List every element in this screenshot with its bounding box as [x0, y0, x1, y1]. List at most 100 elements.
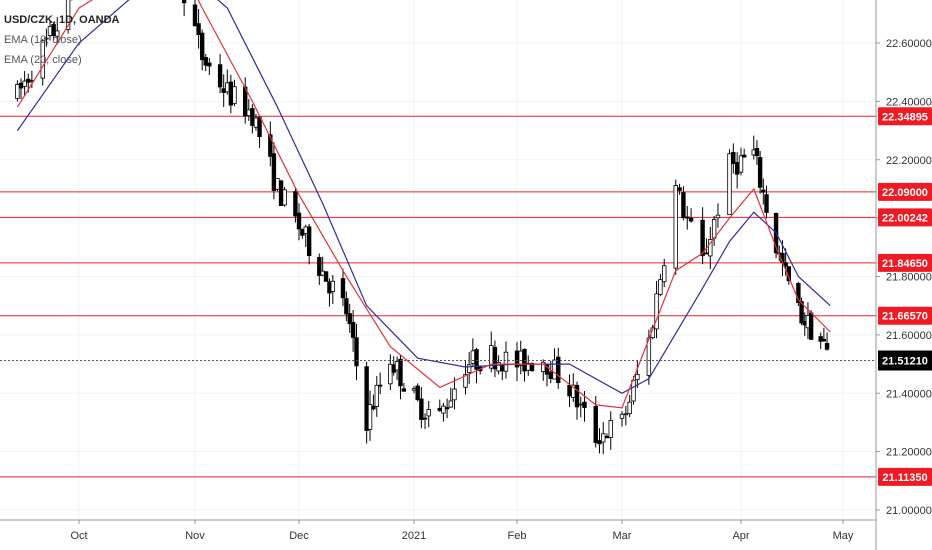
- x-tick-label: Nov: [185, 530, 205, 542]
- x-tick-label: Oct: [70, 530, 87, 542]
- ema10-line: [16, 0, 831, 409]
- y-tick-label: 21.40000: [886, 388, 932, 400]
- candle-bear: [354, 337, 359, 367]
- last-price-badge: [878, 350, 932, 371]
- level-badge: [878, 306, 932, 325]
- candle-bull: [578, 403, 583, 406]
- candle-bear: [221, 88, 226, 93]
- candle-bear: [401, 388, 407, 392]
- candle-bull: [22, 80, 27, 87]
- candle-bull: [673, 185, 678, 269]
- candle-bear: [731, 151, 736, 164]
- candles: [15, 0, 830, 455]
- candle-bear: [500, 364, 505, 372]
- candle-bull: [282, 189, 287, 206]
- candle-bear: [796, 282, 801, 303]
- candle-bull: [552, 359, 557, 380]
- candle-bear: [437, 407, 442, 411]
- candle-bull: [662, 265, 667, 283]
- candle-bull: [738, 155, 744, 173]
- symbol-line: USD/CZK, 1D, OANDA: [4, 14, 120, 26]
- candle-bear: [398, 358, 403, 387]
- price-badges: 22.34895 22.09000 22.00242 21.84650 21.66570…: [878, 107, 932, 486]
- chart-legend: USD/CZK, 1D, OANDA EMA (10, close) EMA (…: [4, 10, 120, 70]
- candle-bull: [635, 373, 640, 381]
- candle-bear: [181, 0, 187, 4]
- candle-bull: [619, 413, 625, 419]
- candle-bear: [199, 32, 205, 61]
- x-tick-label: 2021: [402, 530, 426, 542]
- candle-bear: [593, 406, 598, 444]
- candle-bull: [15, 84, 20, 99]
- ema10-legend: EMA (10, close): [4, 34, 82, 46]
- candle-bear: [704, 252, 709, 255]
- y-tick-label: 22.40000: [886, 96, 932, 108]
- candle-bear: [228, 81, 234, 106]
- candle-bull: [518, 350, 523, 366]
- candle-bull: [40, 40, 45, 79]
- ema-lines: [16, 0, 831, 409]
- candle-bull: [608, 420, 613, 438]
- candle-bear: [293, 191, 298, 217]
- candle-bear: [681, 192, 686, 218]
- candle-bull: [727, 153, 732, 216]
- candle-bull: [275, 178, 280, 190]
- candle-bear: [296, 212, 302, 230]
- candle-bull: [225, 82, 230, 93]
- x-tick-label: Dec: [289, 530, 309, 542]
- candle-bear: [415, 385, 420, 401]
- candle-bull: [426, 409, 431, 417]
- candle-bear: [474, 349, 479, 370]
- candle-bull: [623, 413, 629, 416]
- candle-bear: [444, 407, 450, 410]
- candle-bear: [761, 189, 766, 193]
- candle-bull: [55, 30, 60, 37]
- candle-bull: [441, 405, 446, 414]
- candle-bear: [203, 57, 208, 66]
- level-badge: [878, 467, 932, 486]
- ema20-legend: EMA (20, close): [4, 54, 82, 66]
- candle-bear: [323, 271, 329, 282]
- y-tick-label: 21.80000: [886, 272, 932, 284]
- candle-bull: [452, 388, 457, 401]
- candle-bear: [700, 219, 705, 257]
- candle-bear: [306, 226, 312, 256]
- candle-bear: [347, 313, 352, 325]
- candle-bull: [708, 239, 713, 257]
- candle-bear: [364, 366, 369, 431]
- level-badge: [878, 253, 932, 272]
- candle-bear: [18, 82, 24, 89]
- candle-bear: [757, 157, 763, 188]
- candle-bear: [250, 108, 255, 126]
- candle-bull: [466, 364, 472, 373]
- candle-bear: [350, 321, 356, 338]
- candle-bull: [374, 384, 379, 407]
- candle-bear: [26, 78, 31, 83]
- level-badge-label: 21.84650: [882, 258, 928, 270]
- candle-bear: [271, 153, 277, 191]
- level-badge: [878, 107, 932, 126]
- candle-bear: [808, 312, 814, 340]
- candle-bear: [548, 371, 553, 379]
- candle-bull: [715, 214, 721, 219]
- candle-bull: [232, 86, 237, 104]
- candle-bear: [196, 23, 201, 36]
- support-resistance-levels: [0, 115, 876, 478]
- candle-bear: [51, 24, 56, 37]
- candle-bull: [470, 350, 476, 364]
- candle-bear: [685, 216, 690, 219]
- y-tick-label: 22.20000: [886, 155, 932, 167]
- candle-bear: [567, 384, 572, 397]
- candle-bull: [246, 109, 251, 117]
- candle-bear: [257, 116, 262, 137]
- x-tick-label: May: [833, 530, 854, 542]
- level-badge-label: 22.00242: [882, 212, 928, 224]
- candle-bull: [388, 363, 393, 385]
- level-badge-label: 21.66570: [882, 311, 928, 323]
- candle-bear: [677, 187, 682, 191]
- y-tick-label: 21.60000: [886, 330, 932, 342]
- candle-bull: [654, 293, 659, 330]
- candle-bear: [582, 401, 587, 408]
